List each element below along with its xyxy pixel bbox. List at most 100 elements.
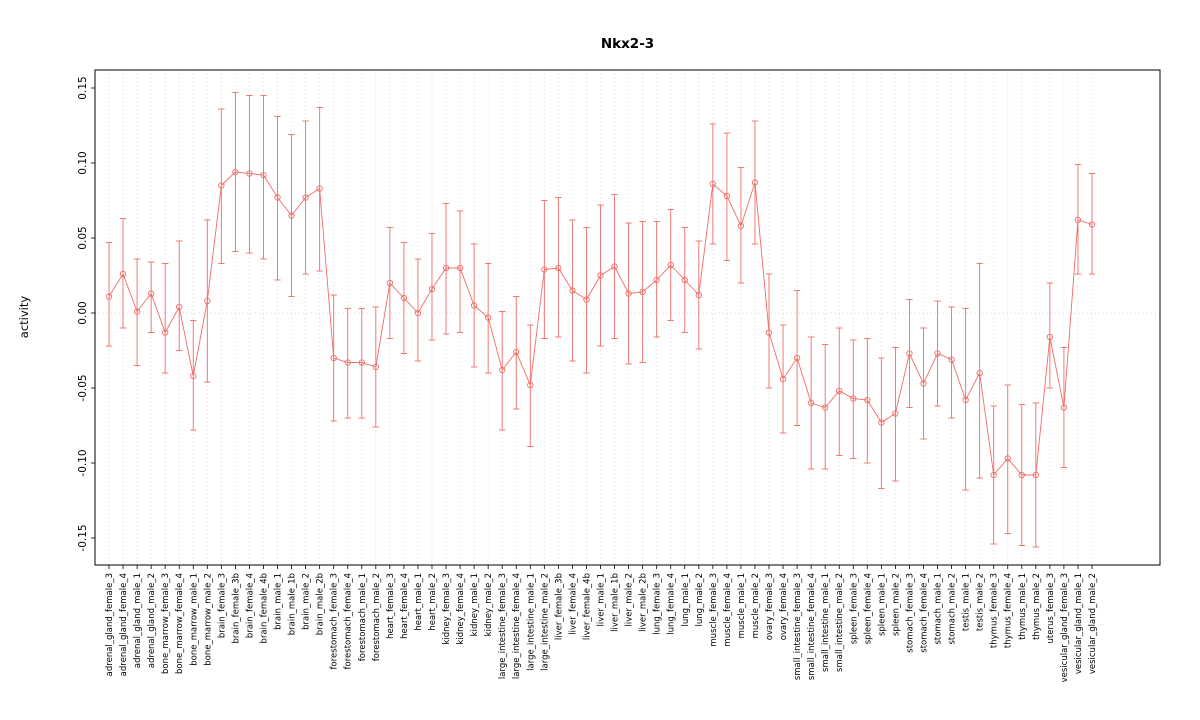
data-point — [133, 308, 141, 315]
data-point — [541, 266, 548, 273]
x-tick-label: large_intestine_female_4 — [512, 573, 522, 679]
x-tick-label: stomach_female_4 — [919, 573, 929, 653]
data-point — [1088, 221, 1096, 228]
x-tick-label: liver_male_1b — [611, 573, 621, 632]
x-tick-label: spleen_male_1 — [877, 573, 887, 636]
data-point — [176, 303, 183, 311]
data-point — [428, 285, 436, 293]
series-line — [108, 171, 1093, 477]
data-point — [499, 366, 506, 374]
data-point — [639, 288, 646, 296]
x-tick-label: large_intestine_female_3 — [498, 573, 508, 679]
data-point — [119, 270, 127, 278]
y-tick-label: 0.05 — [77, 226, 89, 249]
x-tick-label: adrenal_gland_female_3 — [105, 573, 115, 676]
x-tick-label: brain_male_2 — [302, 573, 312, 630]
data-point — [653, 276, 660, 284]
x-tick-label: bone_marrow_male_2 — [203, 573, 213, 666]
data-point — [372, 363, 379, 371]
data-point — [162, 329, 169, 336]
data-point — [583, 296, 590, 303]
x-tick-label: brain_female_4 — [245, 573, 255, 638]
data-point — [723, 192, 731, 200]
data-point — [597, 272, 604, 279]
data-point — [751, 179, 759, 186]
data-point — [147, 290, 155, 297]
data-point — [1004, 455, 1011, 462]
data-point — [793, 354, 801, 362]
y-tick-label: 0.15 — [77, 76, 89, 99]
data-point — [414, 309, 422, 317]
x-tick-label: forestomach_male_2 — [372, 573, 382, 661]
data-point — [807, 399, 815, 407]
data-point — [456, 264, 464, 272]
x-tick-label: bone_marrow_female_4 — [175, 573, 185, 674]
data-point — [1046, 333, 1054, 341]
data-point — [850, 395, 857, 402]
x-tick-label: spleen_female_4 — [863, 573, 873, 644]
x-tick-label: thymus_male_2 — [1032, 573, 1042, 640]
y-tick-label: 0.00 — [77, 301, 89, 324]
x-tick-label: lung_female_4 — [667, 573, 677, 635]
data-point — [906, 350, 913, 357]
data-point — [344, 359, 351, 366]
data-point — [892, 410, 899, 417]
x-tick-label: bone_marrow_male_1 — [189, 573, 199, 666]
data-point — [288, 212, 295, 219]
data-point — [470, 302, 478, 309]
x-tick-label: muscle_male_1 — [737, 573, 747, 638]
x-tick-label: kidney_male_1 — [470, 573, 480, 636]
plot-border — [94, 69, 1161, 566]
data-point — [527, 381, 534, 389]
x-tick-label: small_intestine_male_2 — [835, 573, 845, 672]
data-point — [976, 369, 983, 377]
data-point — [779, 375, 787, 383]
data-point — [1032, 471, 1039, 479]
x-tick-label: small_intestine_female_3 — [793, 573, 803, 680]
y-tick-label: -0.15 — [77, 524, 89, 551]
x-tick-label: lung_male_1 — [681, 573, 691, 627]
x-tick-label: kidney_male_2 — [484, 573, 494, 636]
x-tick-label: liver_male_2b — [639, 573, 649, 632]
data-point — [316, 185, 323, 192]
x-tick-label: thymus_female_4 — [1004, 573, 1014, 648]
x-tick-label: liver_female_3b — [554, 573, 564, 640]
x-tick-label: vesicular_gland_male_2 — [1088, 573, 1098, 674]
data-point — [1060, 404, 1068, 411]
x-tick-label: lung_male_2 — [695, 573, 705, 627]
data-point — [358, 359, 365, 366]
data-point — [190, 372, 197, 380]
y-tick-label: 0.10 — [77, 151, 89, 174]
x-tick-label: forestomach_female_4 — [344, 573, 354, 669]
x-tick-label: forestomach_male_1 — [358, 573, 368, 661]
x-tick-label: adrenal_gland_male_1 — [133, 573, 143, 668]
data-point — [934, 350, 941, 357]
data-point — [836, 387, 843, 395]
x-tick-label: liver_male_1 — [597, 573, 607, 626]
x-tick-label: forestomach_female_3 — [330, 573, 340, 669]
x-tick-label: brain_female_3b — [231, 573, 241, 643]
x-tick-label: spleen_female_3 — [849, 573, 859, 644]
data-point — [246, 170, 253, 177]
x-tick-label: heart_female_4 — [400, 573, 410, 639]
x-tick-label: vesicular_gland_male_1 — [1074, 573, 1084, 674]
x-tick-label: ovary_female_3 — [765, 573, 775, 640]
data-point — [765, 329, 773, 336]
x-tick-label: muscle_female_4 — [723, 573, 733, 647]
x-tick-label: muscle_female_3 — [709, 573, 719, 647]
x-tick-label: brain_male_1 — [274, 573, 284, 630]
x-tick-label: kidney_female_4 — [456, 573, 466, 645]
x-tick-label: spleen_male_2 — [891, 573, 901, 636]
data-point — [232, 168, 239, 176]
x-tick-label: liver_female_4b — [582, 573, 592, 640]
data-point — [400, 294, 408, 302]
x-tick-label: testis_male_1 — [962, 573, 972, 631]
x-tick-label: large_intestine_male_1 — [526, 573, 536, 671]
x-tick-label: ovary_female_4 — [779, 573, 789, 640]
data-point — [737, 222, 745, 230]
x-tick-label: heart_male_2 — [428, 573, 438, 631]
x-tick-label: kidney_female_3 — [442, 573, 452, 645]
x-tick-label: thymus_female_3 — [990, 573, 1000, 648]
